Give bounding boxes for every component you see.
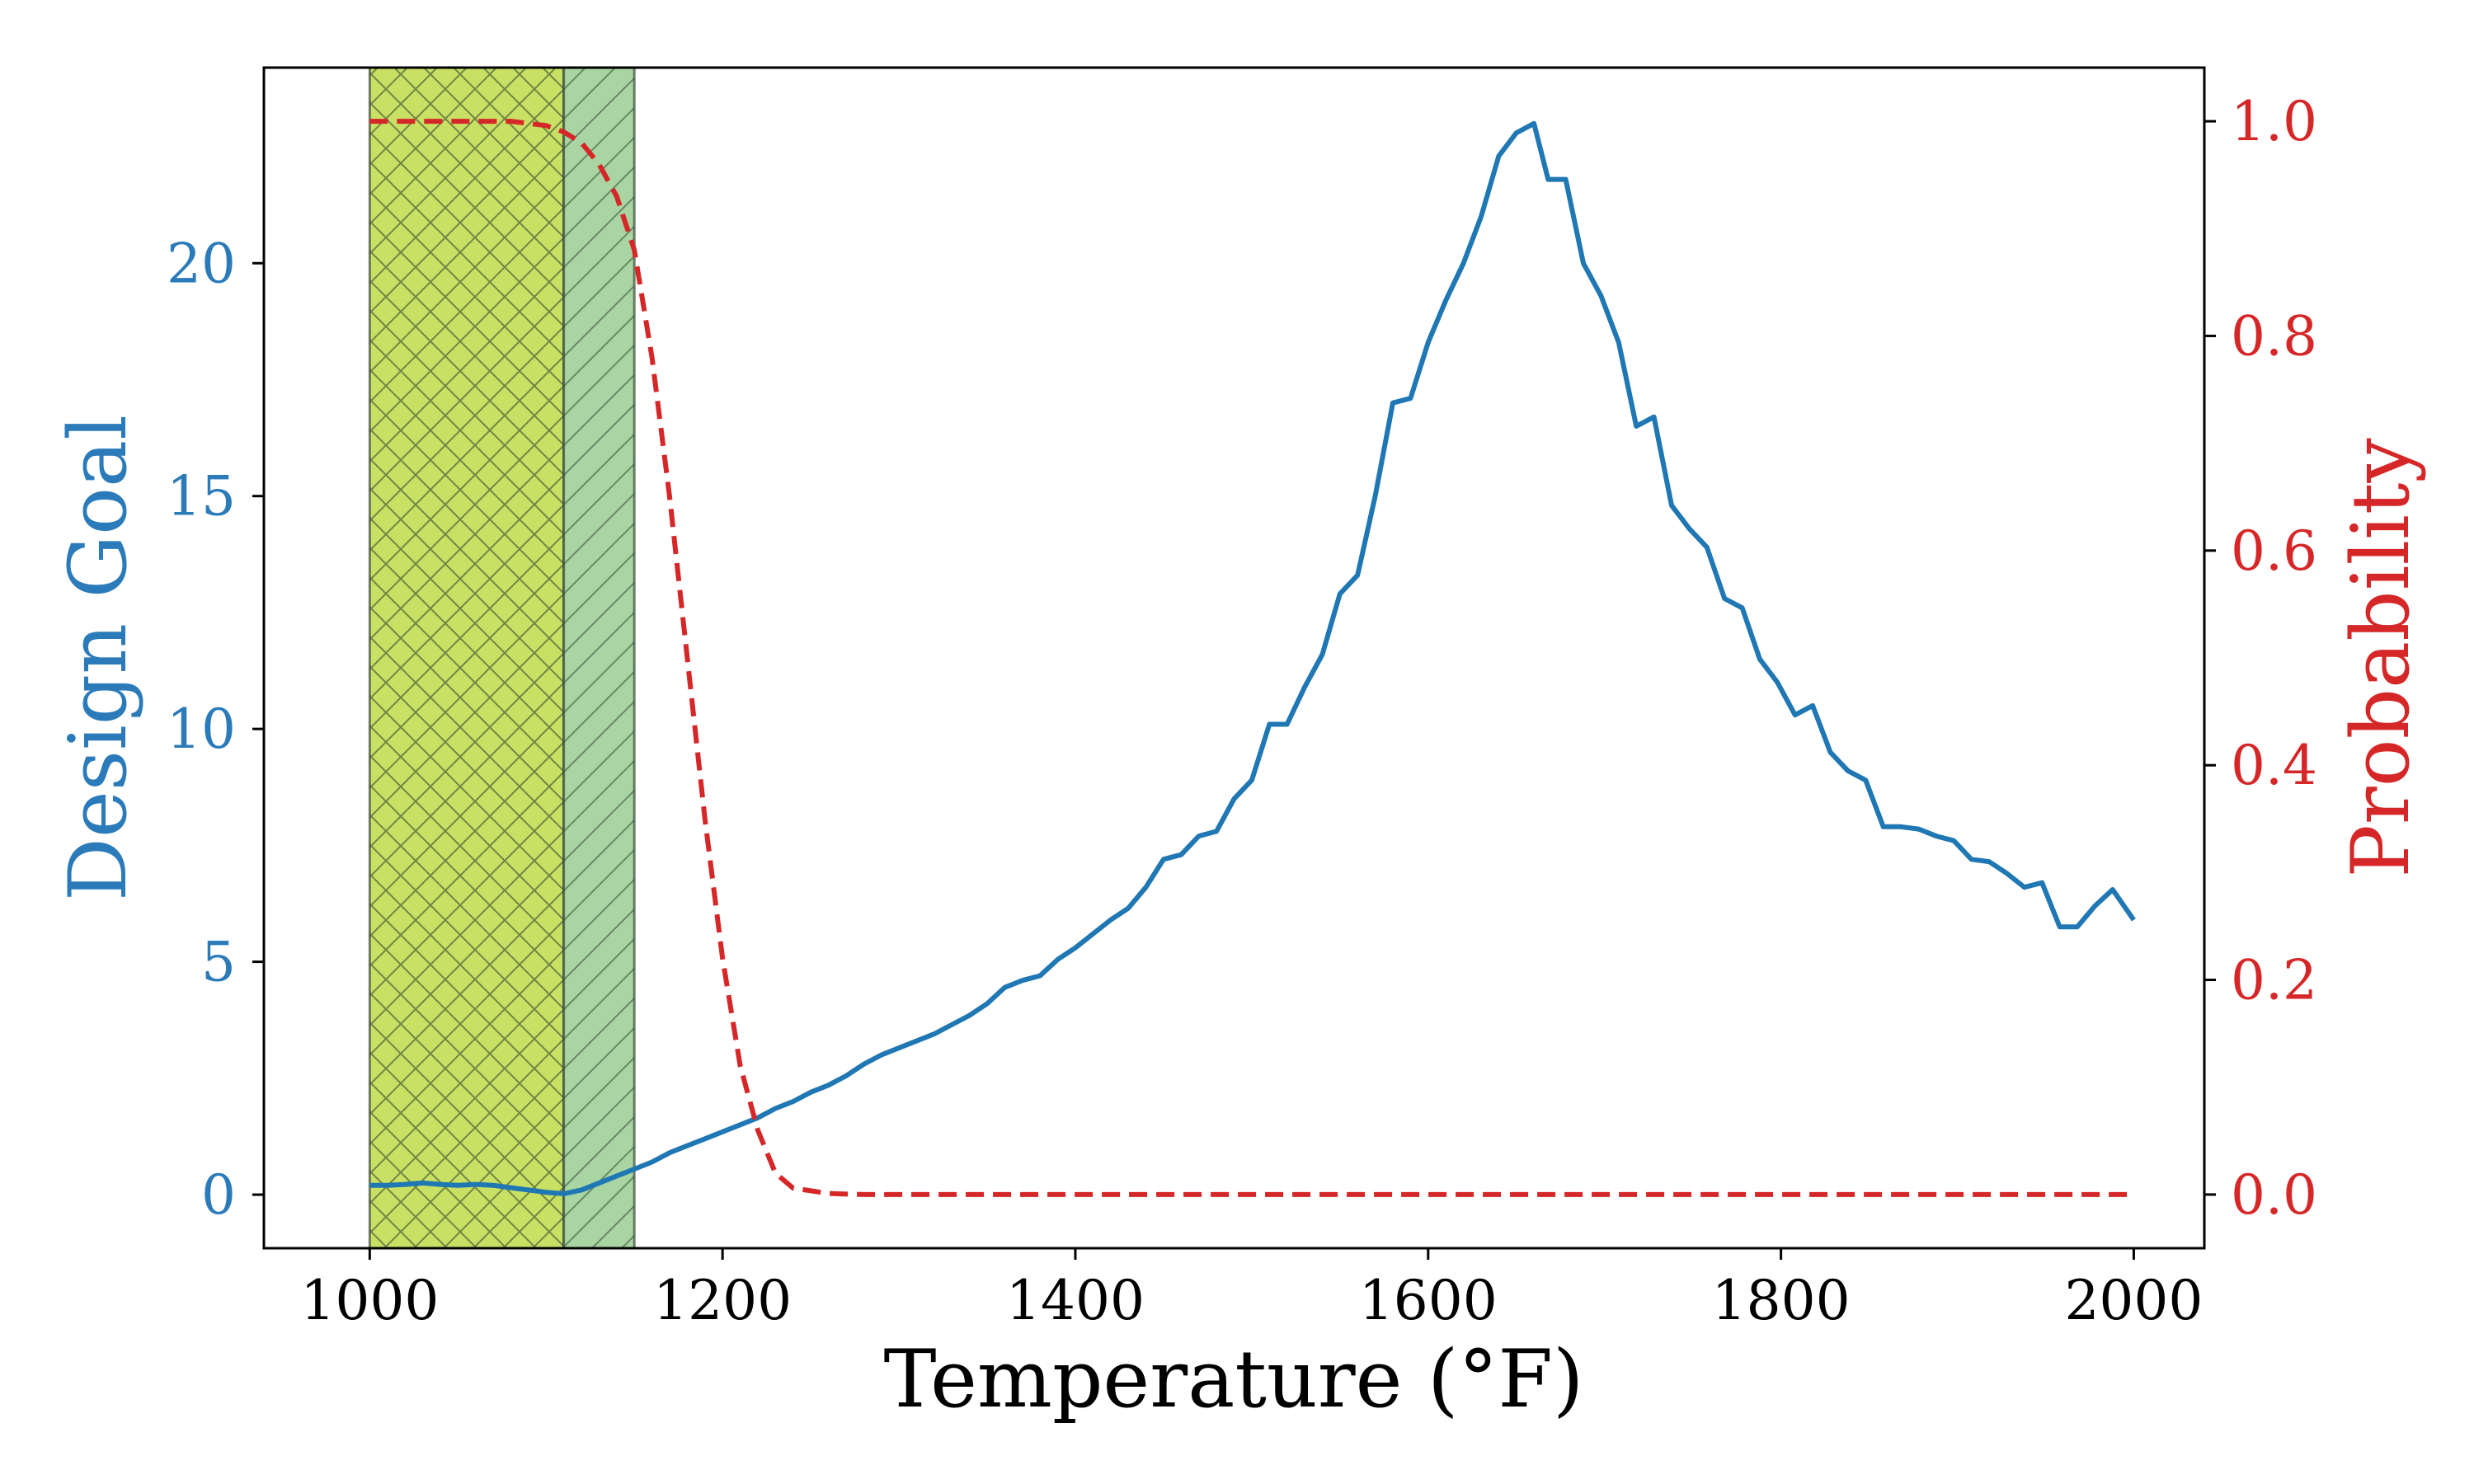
diagonal-hatched-region: [562, 68, 636, 1248]
x-tick-label: 1400: [1006, 1269, 1145, 1332]
series-group: [369, 119, 2136, 1197]
right-y-axis-ticks: 0.0 0.2 0.4 0.6 0.8 1.0: [2204, 90, 2317, 1227]
right-y-tick-label: 0.4: [2231, 734, 2317, 797]
design-goal-series-line: [369, 120, 2136, 1196]
left-y-tick-label: 10: [167, 697, 236, 761]
x-tick-label: 1200: [653, 1269, 792, 1332]
x-axis-label: Temperature (°F): [884, 1333, 1584, 1425]
right-y-tick-label: 0.0: [2231, 1163, 2317, 1227]
x-tick-label: 1800: [1712, 1269, 1851, 1332]
probability-series-line: [369, 119, 2134, 1197]
right-y-tick-label: 0.8: [2231, 304, 2317, 368]
shaded-regions: [368, 68, 636, 1248]
x-axis-ticks: 1000 1200 1400 1600 1800 2000: [300, 1248, 2203, 1332]
left-y-axis-ticks: 0 5 10 15 20: [167, 232, 264, 1227]
cross-hatched-region: [368, 68, 566, 1248]
x-tick-label: 1000: [300, 1269, 439, 1332]
plot-frame: [262, 66, 2206, 1250]
diagonal-hatched-region-hatch: [563, 68, 635, 1248]
right-y-tick-label: 0.2: [2231, 949, 2317, 1012]
left-y-axis-label: Design Goal: [52, 415, 144, 901]
right-y-tick-label: 0.6: [2231, 519, 2317, 583]
right-y-axis-label: Probability: [2335, 438, 2427, 877]
left-y-tick-label: 20: [167, 232, 236, 295]
left-y-tick-label: 15: [167, 465, 236, 528]
x-tick-label: 2000: [2064, 1269, 2203, 1332]
right-y-tick-label: 1.0: [2231, 90, 2317, 153]
left-y-tick-label: 5: [201, 931, 236, 994]
cross-hatched-region-hatch: [369, 68, 564, 1248]
left-y-tick-label: 0: [201, 1163, 236, 1227]
x-tick-label: 1600: [1359, 1269, 1498, 1332]
